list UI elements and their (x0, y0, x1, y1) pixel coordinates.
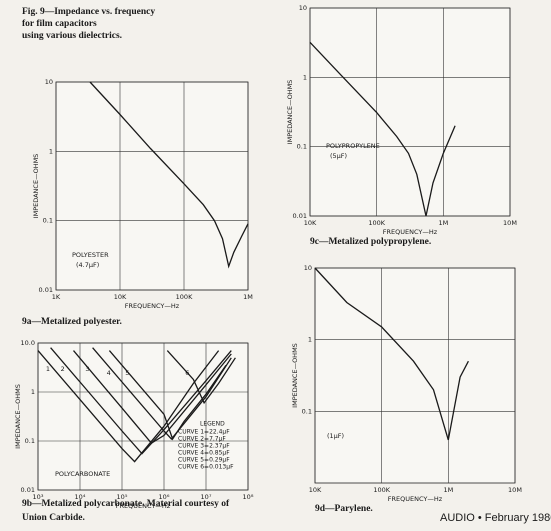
curve-label: 3 (85, 365, 89, 373)
y-tick-label: 0.01 (39, 286, 53, 294)
plot-area (309, 7, 511, 217)
curve-label: 1 (46, 365, 50, 373)
y-tick-label: 0.1 (297, 143, 307, 151)
legend-title: LEGEND (200, 421, 225, 428)
curve (73, 350, 232, 445)
curve (89, 81, 249, 269)
curve (37, 350, 220, 463)
caption: 9b—Metalized polycarbonate. Material cou… (22, 499, 230, 509)
x-tick-label: 10³ (33, 493, 44, 501)
legend-entry: CURVE 4=0.85μF (178, 450, 230, 457)
x-axis-label: FREQUENCY—Hz (116, 502, 171, 510)
footer: AUDIO • February 1980 (440, 512, 551, 524)
x-tick-label: 10⁷ (201, 493, 212, 501)
x-axis-label: FREQUENCY—Hz (388, 495, 443, 503)
x-tick-label: 1M (443, 486, 453, 494)
y-axis-label: IMPEDANCE—OHMS (286, 80, 294, 145)
legend-entry: CURVE 3=2.37μF (178, 443, 230, 450)
x-tick-label: 1M (438, 219, 448, 227)
plot-area (37, 342, 249, 491)
x-tick-label: 1K (52, 293, 61, 301)
annotation: (1μF) (327, 432, 344, 440)
curve-label: 5 (125, 369, 129, 377)
curve (92, 347, 232, 440)
curve (314, 267, 469, 441)
x-axis-label: FREQUENCY—Hz (125, 302, 180, 310)
x-tick-label: 10⁴ (75, 493, 86, 501)
x-tick-label: 1M (243, 293, 253, 301)
caption: 9d—Parylene. (315, 504, 373, 514)
x-tick-label: 10⁶ (159, 493, 170, 501)
annotation: POLYESTER (72, 251, 109, 259)
x-tick-label: 10⁸ (243, 493, 254, 501)
legend-entry: CURVE 2=7.7μF (178, 436, 226, 443)
y-tick-label: 10 (45, 78, 53, 86)
y-tick-label: 0.1 (25, 437, 35, 445)
x-tick-label: 10⁵ (117, 493, 128, 501)
annotation: POLYCARBONATE (55, 470, 110, 478)
legend-entry: CURVE 1=22.4μF (178, 429, 230, 436)
curve (166, 350, 236, 405)
y-tick-label: 10 (299, 4, 307, 12)
y-tick-label: 10.0 (21, 339, 35, 347)
x-tick-label: 10M (503, 219, 517, 227)
y-tick-label: 1 (303, 73, 307, 81)
curve-label: 6 (185, 369, 189, 377)
caption: 9c—Metalized polypropylene. (310, 237, 431, 247)
x-axis-label: FREQUENCY—Hz (383, 228, 438, 236)
figure-title: Fig. 9—Impedance vs. frequency (22, 7, 155, 17)
legend-entry: CURVE 5=0.29μF (178, 457, 230, 464)
annotation: (5μF) (330, 152, 347, 160)
figure-title: for film capacitors (22, 19, 97, 29)
x-tick-label: 100K (373, 486, 390, 494)
x-tick-label: 10K (114, 293, 127, 301)
curve-label: 4 (107, 369, 111, 377)
annotation: (4.7μF) (76, 261, 99, 269)
y-tick-label: 1 (31, 388, 35, 396)
legend-entry: CURVE 6=0.013μF (178, 464, 234, 471)
y-tick-label: 0.01 (21, 486, 35, 494)
curve (309, 41, 456, 217)
caption: Union Carbide. (22, 513, 85, 523)
y-tick-label: 0.1 (43, 217, 53, 225)
x-tick-label: 10M (508, 486, 522, 494)
x-tick-label: 10K (304, 219, 317, 227)
y-axis-label: IMPEDANCE—OHMS (291, 343, 299, 408)
curve (108, 350, 227, 441)
y-tick-label: 10 (304, 264, 312, 272)
y-tick-label: 0.01 (293, 212, 307, 220)
y-axis-label: IMPEDANCE—OHMS (14, 384, 22, 449)
y-tick-label: 0.1 (302, 407, 312, 415)
x-tick-label: 100K (368, 219, 385, 227)
x-tick-label: 100K (176, 293, 193, 301)
y-tick-label: 1 (308, 336, 312, 344)
y-axis-label: IMPEDANCE—OHMS (32, 154, 40, 219)
x-tick-label: 10K (309, 486, 322, 494)
y-tick-label: 1 (49, 147, 53, 155)
annotation: POLYPROPYLENE (326, 142, 380, 150)
curve (50, 347, 232, 455)
plot-area (55, 81, 249, 291)
curve-label: 2 (61, 365, 65, 373)
caption: 9a—Metalized polyester. (22, 317, 122, 327)
figure-title: using various dielectrics. (22, 31, 122, 41)
